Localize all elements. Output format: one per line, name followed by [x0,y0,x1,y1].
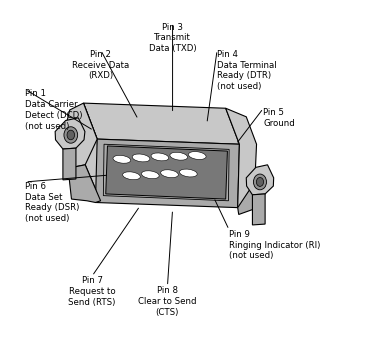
Ellipse shape [64,127,78,143]
Ellipse shape [113,155,131,163]
Ellipse shape [179,169,197,177]
Ellipse shape [170,152,188,160]
Text: Pin 9
Ringing Indicator (RI)
(not used): Pin 9 Ringing Indicator (RI) (not used) [229,230,320,260]
Ellipse shape [132,154,150,162]
Polygon shape [238,182,255,215]
Polygon shape [83,103,240,144]
Polygon shape [83,103,101,201]
Polygon shape [246,165,274,195]
Text: Pin 6
Data Set
Ready (DSR)
(not used): Pin 6 Data Set Ready (DSR) (not used) [25,182,80,223]
Polygon shape [63,103,97,168]
Polygon shape [226,108,256,208]
Text: Pin 1
Data Carrier
Detect (DCD)
(not used): Pin 1 Data Carrier Detect (DCD) (not use… [25,89,83,131]
Ellipse shape [67,130,74,140]
Polygon shape [68,165,101,202]
Ellipse shape [256,177,264,186]
Ellipse shape [151,153,169,161]
Polygon shape [96,139,240,208]
Text: Pin 3
Transmit
Data (TXD): Pin 3 Transmit Data (TXD) [149,22,196,53]
Text: Pin 4
Data Terminal
Ready (DTR)
(not used): Pin 4 Data Terminal Ready (DTR) (not use… [217,50,277,91]
Polygon shape [106,146,227,199]
Polygon shape [63,148,76,180]
Text: Pin 8
Clear to Send
(CTS): Pin 8 Clear to Send (CTS) [138,286,197,317]
Ellipse shape [188,152,206,160]
Polygon shape [55,118,85,149]
Text: Pin 2
Receive Data
(RXD): Pin 2 Receive Data (RXD) [72,50,129,80]
Ellipse shape [141,171,159,178]
Text: Pin 5
Ground: Pin 5 Ground [264,108,295,128]
Ellipse shape [161,170,178,178]
Ellipse shape [123,172,140,180]
Ellipse shape [253,174,267,190]
Polygon shape [252,194,265,225]
Text: Pin 7
Request to
Send (RTS): Pin 7 Request to Send (RTS) [68,276,116,307]
